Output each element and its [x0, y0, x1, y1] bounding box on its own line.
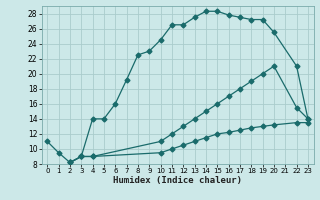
X-axis label: Humidex (Indice chaleur): Humidex (Indice chaleur) [113, 176, 242, 185]
